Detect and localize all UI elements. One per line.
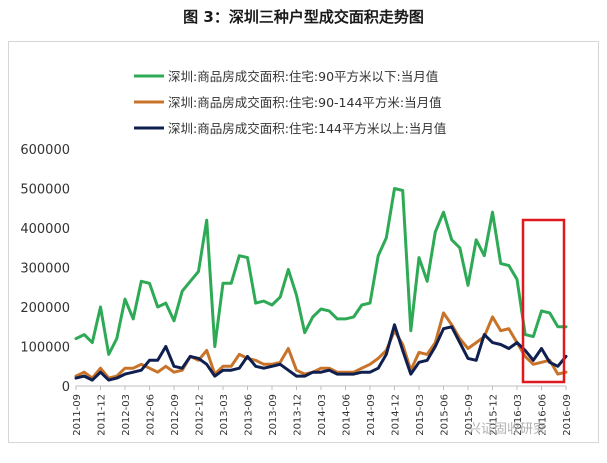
x-tick-label: 2012-03 <box>121 394 132 436</box>
y-tick-label: 100000 <box>20 341 70 356</box>
line-chart: 0 100000 200000 300000 400000 500000 600000 201… <box>20 69 573 436</box>
x-tick-label: 2014-09 <box>366 394 377 436</box>
x-tick-label: 2016-09 <box>562 394 573 436</box>
x-tick-label: 2015-03 <box>415 394 426 436</box>
x-tick-label: 2011-12 <box>97 394 108 436</box>
x-tick-label: 2011-09 <box>72 394 83 436</box>
legend-label: 深圳:商品房成交面积:住宅:90平方米以下:当月值 <box>168 69 438 84</box>
x-tick-label: 2012-06 <box>146 394 157 436</box>
x-tick-label: 2013-09 <box>268 394 279 436</box>
series-line-3 <box>74 323 568 382</box>
highlight-layer <box>521 218 566 384</box>
x-tick-label: 2014-06 <box>342 394 353 436</box>
x-tick-label: 2015-12 <box>489 394 500 436</box>
x-tick-label: 2012-12 <box>195 394 206 436</box>
highlight-box <box>521 218 566 384</box>
legend-label: 深圳:商品房成交面积:住宅:90-144平方米:当月值 <box>168 95 442 110</box>
plot-layer: 0 100000 200000 300000 400000 500000 600000 201… <box>20 69 573 436</box>
y-tick-label: 600000 <box>20 143 70 158</box>
x-tick-label: 2015-06 <box>440 394 451 436</box>
x-tick-label: 2012-09 <box>170 394 181 436</box>
x-tick-label: 2013-03 <box>219 394 230 436</box>
x-tick-label: 2016-06 <box>538 394 549 436</box>
y-tick-label: 400000 <box>20 222 70 237</box>
watermark-text: 兴证固收研究 <box>468 422 547 437</box>
series-line-2 <box>74 311 568 380</box>
x-tick-label: 2014-03 <box>317 394 328 436</box>
y-tick-label: 300000 <box>20 262 70 277</box>
x-tick-label: 2015-09 <box>464 394 475 436</box>
x-tick-label: 2014-12 <box>391 394 402 436</box>
x-tick-label: 2013-06 <box>244 394 255 436</box>
y-tick-label: 0 <box>62 380 70 395</box>
y-tick-label: 500000 <box>20 183 70 198</box>
y-tick-label: 200000 <box>20 301 70 316</box>
x-tick-label: 2016-03 <box>513 394 524 436</box>
chart-area: 0 100000 200000 300000 400000 500000 600000 201… <box>8 41 599 443</box>
series-line-1 <box>74 187 568 356</box>
page-title: 图 3：深圳三种户型成交面积走势图 <box>183 8 424 26</box>
legend-label: 深圳:商品房成交面积:住宅:144平方米以上:当月值 <box>168 121 446 136</box>
x-tick-label: 2013-12 <box>293 394 304 436</box>
